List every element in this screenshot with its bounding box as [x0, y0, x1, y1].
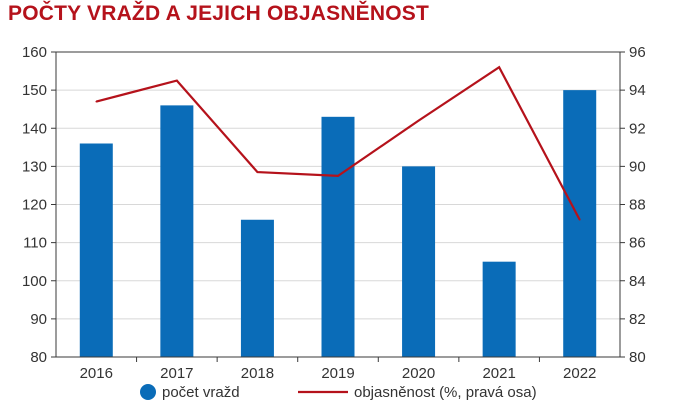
- x-tick-label: 2022: [563, 365, 596, 382]
- bar-2016: [79, 143, 113, 357]
- x-tick-label: 2021: [482, 365, 515, 382]
- left-tick-label: 160: [22, 44, 47, 61]
- right-tick-label: 96: [629, 44, 646, 61]
- legend-marker-bars: [140, 384, 156, 400]
- legend: počet vražd objasněnost (%, pravá osa): [140, 384, 537, 401]
- line-point-2019: [337, 175, 339, 177]
- line-point-2016: [95, 100, 98, 103]
- line-point-2022: [578, 218, 581, 221]
- left-tick-label: 100: [22, 273, 47, 290]
- bar-2018: [240, 219, 274, 357]
- left-tick-label: 120: [22, 197, 47, 214]
- right-tick-label: 92: [629, 120, 646, 137]
- x-tick-label: 2018: [241, 365, 274, 382]
- x-tick-label: 2017: [160, 365, 193, 382]
- bar-2017: [160, 105, 194, 357]
- left-tick-label: 130: [22, 158, 47, 175]
- axes: [51, 51, 625, 362]
- right-tick-label: 94: [629, 82, 646, 99]
- legend-label-line: objasněnost (%, pravá osa): [354, 384, 537, 401]
- bar-series: [79, 90, 597, 357]
- left-tick-label: 90: [30, 311, 47, 328]
- left-tick-label: 110: [23, 235, 47, 252]
- line-point-2020: [417, 119, 420, 122]
- right-tick-label: 90: [629, 158, 646, 175]
- chart-title: POČTY VRAŽD A JEJICH OBJASNĚNOST: [8, 2, 430, 25]
- tick-labels: 80 90 100 110 120 130 140 150 160 80 82 84 86 88 90 92 9…: [22, 44, 646, 382]
- line-series: [95, 65, 581, 221]
- bar-2022: [563, 90, 597, 357]
- bar-2020: [402, 166, 436, 357]
- left-tick-label: 140: [22, 120, 47, 137]
- right-tick-label: 84: [629, 273, 646, 290]
- x-tick-label: 2016: [80, 365, 113, 382]
- right-tick-label: 80: [629, 349, 646, 366]
- legend-label-bars: počet vražd: [162, 384, 240, 401]
- right-tick-label: 86: [629, 235, 646, 252]
- line-point-2021: [498, 66, 500, 69]
- bar-2019: [321, 116, 355, 357]
- right-tick-label: 82: [629, 311, 646, 328]
- left-tick-label: 150: [22, 82, 47, 99]
- bar-2021: [482, 261, 516, 357]
- right-tick-label: 88: [629, 197, 646, 214]
- line-point-2018: [256, 171, 259, 173]
- x-tick-label: 2020: [402, 365, 435, 382]
- left-tick-label: 80: [30, 349, 47, 366]
- line-point-2017: [176, 79, 178, 82]
- x-tick-label: 2019: [321, 365, 354, 382]
